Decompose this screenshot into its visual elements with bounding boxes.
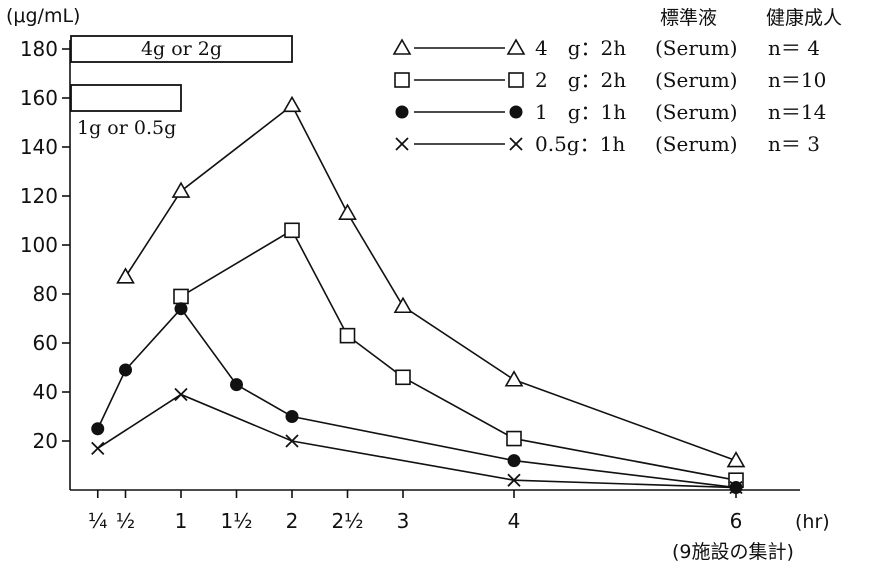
data-point-cross <box>507 473 521 487</box>
data-point-square <box>173 288 189 305</box>
dose-bar <box>70 35 293 63</box>
y-tick-label: 120 <box>20 184 58 208</box>
y-ticks: 20 40 60 80 100 120 140 160 180 <box>20 37 70 453</box>
legend-marker-cross <box>509 137 523 151</box>
data-point-triangle <box>393 296 413 314</box>
x-axis-unit: (hr) <box>795 511 830 533</box>
series-line-circle <box>97 307 737 489</box>
series-layer <box>91 95 746 495</box>
data-point-cross <box>285 434 299 448</box>
data-point-square <box>506 430 522 447</box>
dose-bar-label: 1g or 0.5g <box>77 117 176 139</box>
legend-n: n＝ 3 <box>768 132 820 156</box>
data-point-square <box>395 369 411 386</box>
legend-dose: 1 g：1h <box>535 100 626 124</box>
x-tick-label: 6 <box>730 509 743 533</box>
legend-marker-circle <box>395 105 409 119</box>
y-tick-label: 20 <box>33 429 58 453</box>
legend-marker-circle <box>509 105 523 119</box>
y-tick-label: 180 <box>20 37 58 61</box>
data-point-triangle <box>504 370 524 387</box>
data-point-triangle <box>726 450 746 468</box>
x-tick-label: 2 <box>286 509 299 533</box>
legend-n: n＝14 <box>768 100 826 124</box>
legend-marker-triangle <box>506 38 526 55</box>
legend-header-standard: 標準液 <box>660 7 717 29</box>
y-tick-label: 40 <box>33 380 58 404</box>
dose-bars: 4g or 2g 1g or 0.5g <box>70 35 293 139</box>
series-line-square <box>180 229 737 481</box>
data-point-square <box>284 222 300 239</box>
data-point-triangle <box>338 203 357 220</box>
dose-bar-label: 4g or 2g <box>141 38 222 60</box>
legend-marker-cross <box>395 137 409 151</box>
series-line-triangle <box>124 104 737 462</box>
legend-header-healthy-adults: 健康成人 <box>766 7 842 29</box>
x-tick-label: 3 <box>397 509 410 533</box>
y-tick-label: 140 <box>20 135 58 159</box>
legend-dose: 2 g：2h <box>535 68 626 92</box>
legend-sample: (Serum) <box>655 132 738 156</box>
data-point-circle <box>285 410 299 423</box>
x-tick-label: 1 <box>175 509 188 533</box>
legend-marker-triangle <box>392 38 412 55</box>
data-point-cross <box>91 441 105 455</box>
y-tick-label: 80 <box>33 282 58 306</box>
x-tick-label: ½ <box>116 509 135 533</box>
x-tick-label: 1½ <box>220 509 252 533</box>
legend-sample: (Serum) <box>655 68 738 92</box>
data-point-circle <box>119 363 132 377</box>
x-tick-label: 2½ <box>331 509 363 533</box>
x-ticks: ¼ ½ 1 1½ 2 2½ 3 4 6 <box>88 490 742 533</box>
y-tick-label: 160 <box>20 86 58 110</box>
legend-sample: (Serum) <box>655 100 738 124</box>
y-tick-label: 60 <box>33 331 58 355</box>
data-point-circle <box>174 302 188 316</box>
legend-dose: 4 g：2h <box>535 36 626 60</box>
data-point-cross <box>729 480 743 495</box>
legend-marker-square <box>394 72 410 88</box>
data-point-circle <box>230 378 243 392</box>
data-point-triangle <box>282 95 302 113</box>
data-point-circle <box>507 454 521 468</box>
legend-marker-square <box>508 72 524 88</box>
legend: 4 g：2h (Serum) n＝ 4 2 g：2h (Serum) n＝10 1 g：1h… <box>392 36 826 156</box>
x-tick-label: 4 <box>508 509 521 533</box>
data-point-triangle <box>171 181 191 198</box>
x-tick-label: ¼ <box>88 509 107 533</box>
legend-n: n＝ 4 <box>768 36 820 60</box>
y-axis-unit: (μg/mL) <box>6 5 80 27</box>
dose-bar <box>70 84 182 112</box>
data-point-triangle <box>116 267 135 284</box>
data-point-square <box>339 327 356 344</box>
legend-n: n＝10 <box>768 68 826 92</box>
y-tick-label: 100 <box>20 233 58 257</box>
legend-sample: (Serum) <box>655 36 738 60</box>
legend-dose: 0.5g：1h <box>535 132 625 156</box>
footnote: (9施設の集計) <box>672 541 794 563</box>
data-point-circle <box>91 422 105 436</box>
data-point-cross <box>174 387 188 402</box>
